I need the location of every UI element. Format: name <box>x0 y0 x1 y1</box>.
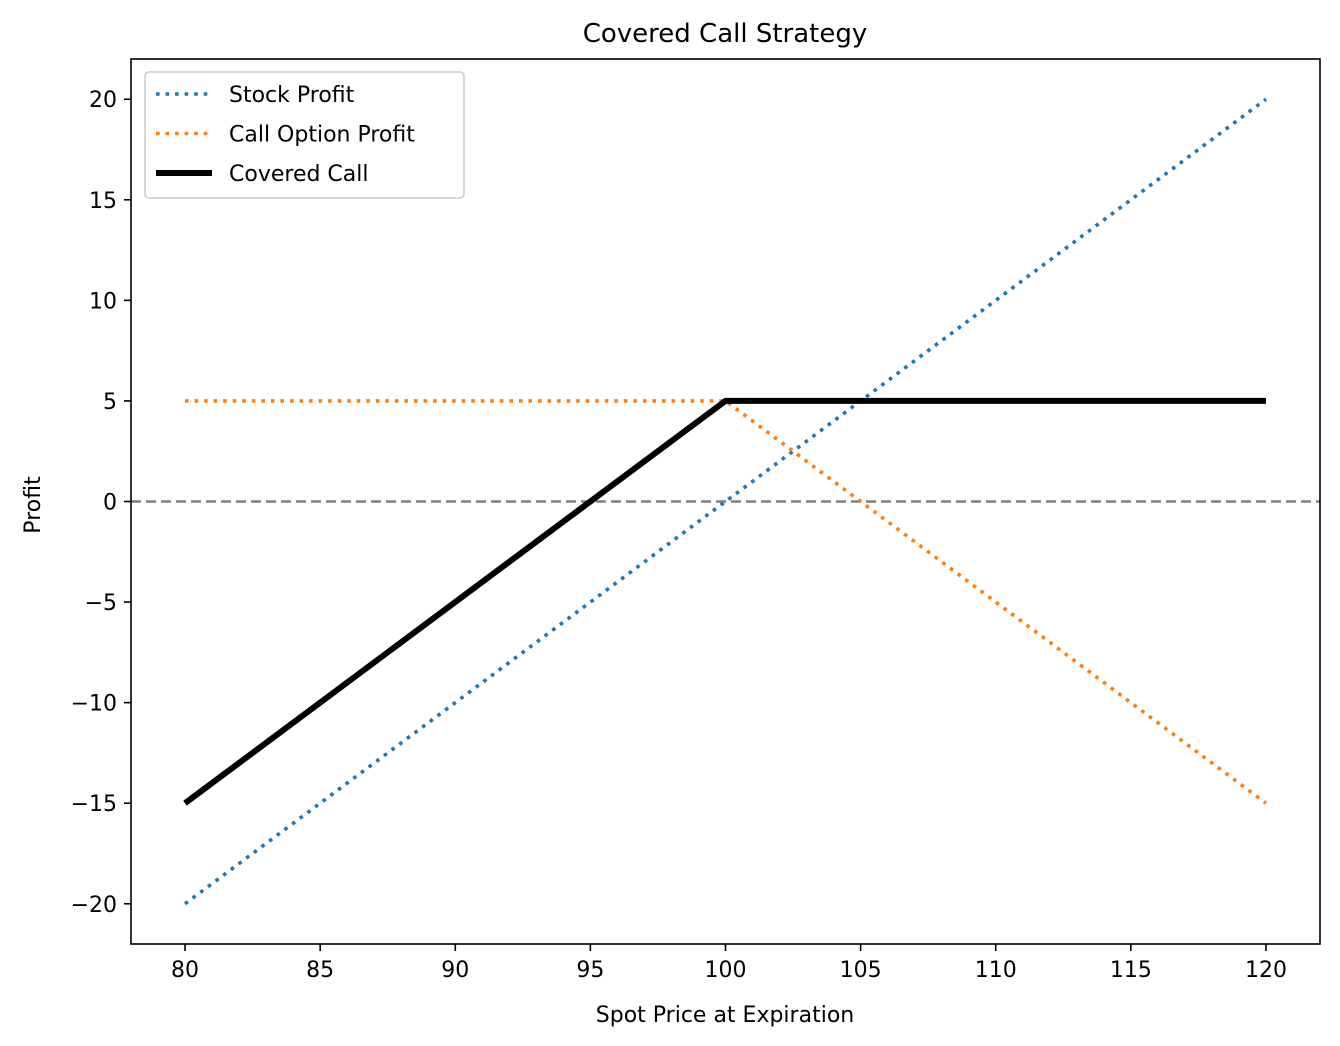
tick-layer: 80 85 90 95 100 105 110 115 120 −20 −15 −10 −5 0 5 10 15… <box>71 88 1287 983</box>
x-tick-label: 120 <box>1245 958 1287 983</box>
y-tick-label: 20 <box>89 88 117 113</box>
x-tick-label: 85 <box>306 958 334 983</box>
legend-label: Call Option Profit <box>229 123 415 148</box>
legend-label: Stock Profit <box>229 83 355 108</box>
y-axis-title: Profit <box>21 476 46 534</box>
plot-area <box>131 97 1320 906</box>
y-tick-label: 10 <box>89 289 117 314</box>
y-tick-label: 5 <box>103 390 117 415</box>
y-tick-label: 0 <box>103 491 117 516</box>
x-tick-label: 100 <box>705 958 747 983</box>
y-tick-label: −20 <box>71 893 117 918</box>
x-tick-label: 80 <box>171 958 199 983</box>
series-line-covered-call <box>183 397 1266 806</box>
x-tick-label: 115 <box>1110 958 1152 983</box>
legend: Stock Profit Call Option Profit Covered Ca… <box>144 71 465 199</box>
x-tick-label: 95 <box>576 958 604 983</box>
y-tick-label: −10 <box>71 692 117 717</box>
y-tick-label: 15 <box>89 189 117 214</box>
x-tick-label: 110 <box>975 958 1017 983</box>
legend-box <box>144 71 465 199</box>
legend-label: Covered Call <box>229 162 369 187</box>
y-tick-label: −5 <box>85 591 117 616</box>
x-tick-label: 105 <box>840 958 882 983</box>
y-tick-label: −15 <box>71 792 117 817</box>
x-tick-label: 90 <box>441 958 469 983</box>
x-axis-title: Spot Price at Expiration <box>596 1003 854 1028</box>
chart-title: Covered Call Strategy <box>583 19 868 49</box>
